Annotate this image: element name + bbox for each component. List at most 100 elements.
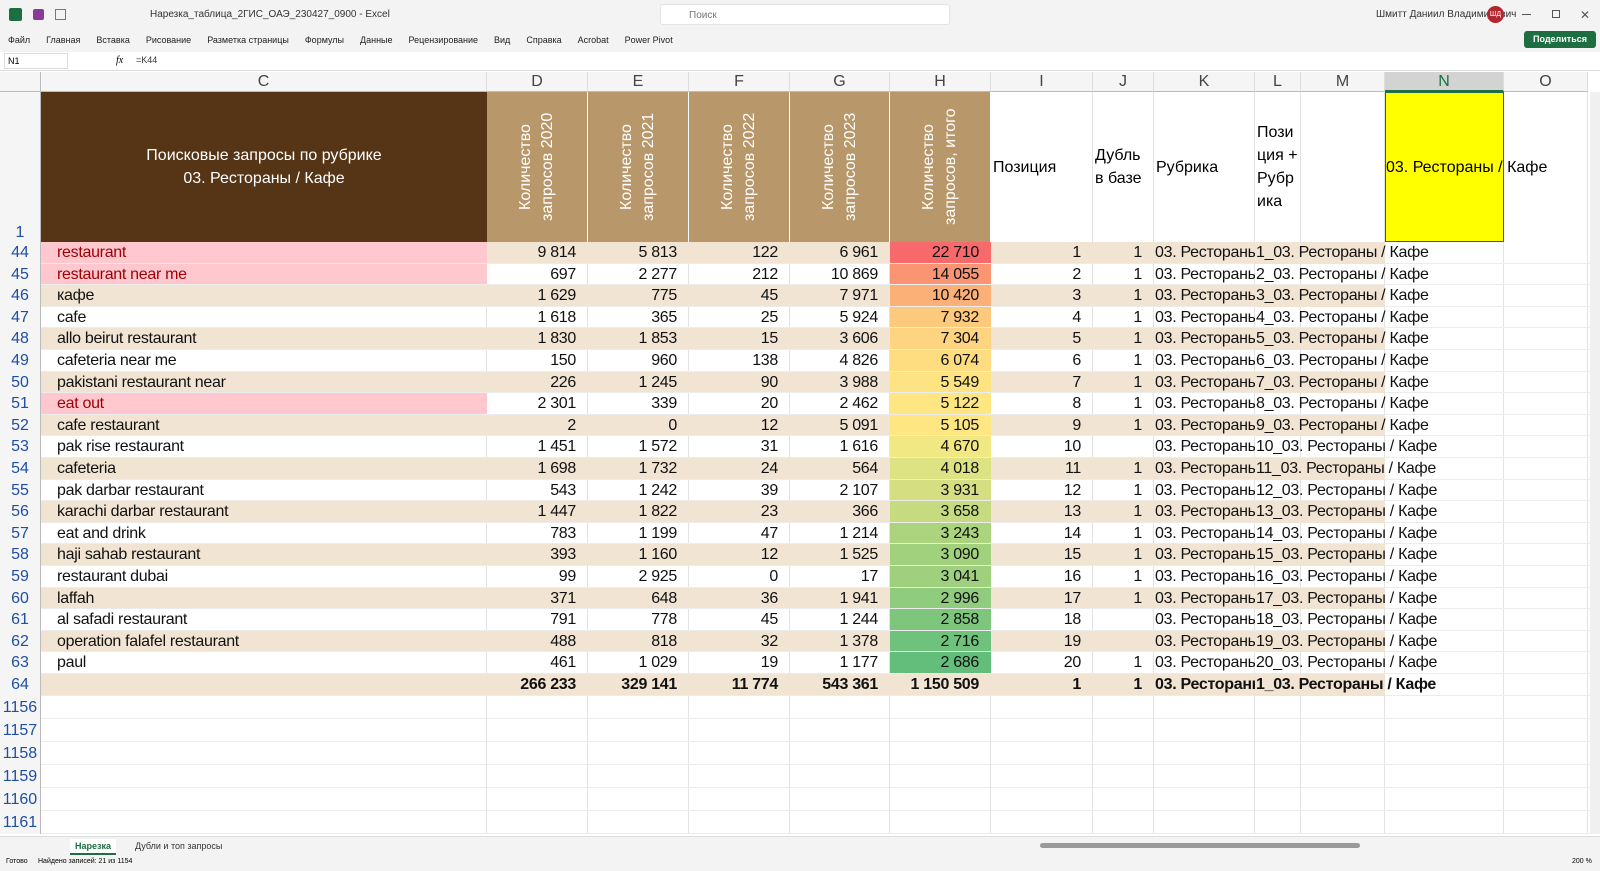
header-cell: Количество запросов 2022 — [689, 92, 790, 242]
row-header[interactable]: 1 — [0, 92, 41, 242]
cell: 266 233 — [487, 674, 588, 696]
row-header[interactable]: 1160 — [0, 787, 41, 811]
menu-item[interactable]: Вставка — [96, 35, 130, 45]
menu-item[interactable]: Формулы — [304, 35, 345, 45]
cell: 03. Рестораны / Кафе — [1155, 265, 1255, 283]
cell — [1093, 630, 1154, 653]
row-header[interactable]: 57 — [0, 522, 41, 545]
row-header[interactable]: 46 — [0, 285, 41, 307]
row-header[interactable]: 49 — [0, 350, 41, 372]
row-divider — [41, 413, 1590, 415]
cell: 212 — [752, 265, 778, 283]
row-header[interactable]: 47 — [0, 306, 41, 329]
cell: 9_03. Рестораны / Кафе — [1255, 414, 1429, 437]
row-header[interactable]: 55 — [0, 479, 41, 502]
row-header[interactable]: 50 — [0, 371, 41, 394]
column-header[interactable]: O — [1504, 72, 1588, 92]
cell: eat out — [41, 393, 487, 415]
column-header[interactable]: G — [790, 72, 890, 92]
row-header[interactable]: 54 — [0, 458, 41, 480]
row-header[interactable]: 64 — [0, 674, 41, 696]
row-divider — [41, 651, 1590, 653]
row-band — [1301, 328, 1385, 350]
column-header[interactable]: H — [890, 72, 991, 92]
cell: 3_03. Рестораны / Кафе — [1255, 285, 1429, 307]
cell: 11 — [991, 458, 1093, 480]
cell: 1 — [1133, 265, 1142, 283]
user-avatar[interactable]: ШД — [1487, 6, 1504, 23]
row-divider — [41, 694, 1590, 696]
column-header[interactable]: K — [1154, 72, 1255, 92]
cell: 36 — [689, 587, 790, 610]
menu-item[interactable]: Рисование — [145, 35, 192, 45]
column-header[interactable]: N — [1385, 72, 1504, 92]
cell: 1 — [1093, 501, 1154, 523]
cell: 10_03. Рестораны / Кафе — [1256, 438, 1438, 456]
row-header[interactable]: 45 — [0, 263, 41, 286]
row-header[interactable]: 1161 — [0, 810, 41, 834]
cell: 5 091 — [790, 414, 890, 437]
sheet-tab[interactable]: Нарезка — [70, 839, 116, 855]
column-header[interactable]: J — [1093, 72, 1154, 92]
column-header[interactable]: D — [487, 72, 588, 92]
row-divider — [41, 327, 1590, 329]
row-header[interactable]: 59 — [0, 566, 41, 588]
column-header[interactable]: E — [588, 72, 689, 92]
menu-item[interactable]: Вид — [494, 35, 511, 45]
cell: 1 — [1093, 328, 1154, 350]
row-header[interactable]: 48 — [0, 328, 41, 350]
row-header[interactable]: 52 — [0, 414, 41, 437]
row-header[interactable]: 44 — [0, 242, 41, 264]
row-divider — [41, 565, 1590, 566]
menu-item[interactable]: Справка — [526, 35, 562, 45]
row-header[interactable]: 63 — [0, 652, 41, 674]
menu-item[interactable]: Acrobat — [577, 35, 609, 45]
row-divider — [41, 543, 1590, 545]
row-divider — [41, 717, 1590, 719]
menu-item[interactable]: Разметка страницы — [207, 35, 289, 45]
vertical-scrollbar[interactable] — [1590, 92, 1600, 834]
cell: 1 029 — [638, 654, 677, 672]
row-band — [1301, 285, 1385, 307]
save-button[interactable] — [33, 9, 44, 20]
row-header[interactable]: 1156 — [0, 695, 41, 719]
status-bar: Готово Найдено записей: 21 из 1154 200 % — [0, 856, 1600, 871]
menu-item[interactable]: Рецензирование — [408, 35, 479, 45]
row-header[interactable]: 1158 — [0, 741, 41, 765]
search-box[interactable]: Поиск — [660, 4, 950, 25]
menu-item[interactable]: Power Pivot — [624, 35, 673, 45]
menu-item[interactable]: Главная — [46, 35, 81, 45]
column-header[interactable]: L — [1255, 72, 1301, 92]
cell: 2 — [1072, 265, 1081, 283]
row-divider — [41, 500, 1590, 502]
close-button[interactable]: ✕ — [1580, 8, 1591, 22]
column-header[interactable]: C — [41, 72, 487, 92]
column-header[interactable]: F — [689, 72, 790, 92]
menu-item[interactable]: Данные — [360, 35, 393, 45]
share-button[interactable]: Поделиться — [1524, 31, 1596, 48]
column-header[interactable]: I — [991, 72, 1093, 92]
row-header[interactable]: 1157 — [0, 718, 41, 742]
select-all[interactable] — [0, 72, 41, 92]
name-box[interactable]: N1 — [4, 53, 68, 69]
horizontal-scrollbar[interactable] — [1040, 843, 1360, 848]
cell: 03. Рестораны / Кафе — [1155, 568, 1255, 585]
row-header[interactable]: 58 — [0, 544, 41, 566]
row-header[interactable]: 61 — [0, 609, 41, 631]
toolbar-button[interactable] — [55, 9, 66, 20]
cell: 03. Рестораны / Кафе — [1154, 285, 1255, 307]
minimize-button[interactable] — [1522, 14, 1531, 15]
cell: 1_03. Рестораны / Кафе — [1255, 242, 1429, 264]
row-header[interactable]: 62 — [0, 630, 41, 653]
column-header[interactable]: M — [1301, 72, 1385, 92]
excel-icon — [9, 8, 22, 21]
cell: 12 — [689, 414, 790, 437]
row-header[interactable]: 51 — [0, 393, 41, 415]
row-header[interactable]: 60 — [0, 587, 41, 610]
sheet-tab[interactable]: Дубли и топ запросы — [135, 841, 223, 851]
row-header[interactable]: 53 — [0, 436, 41, 458]
maximize-button[interactable] — [1552, 10, 1560, 18]
row-header[interactable]: 56 — [0, 501, 41, 523]
menu-item[interactable]: Файл — [8, 35, 31, 45]
row-header[interactable]: 1159 — [0, 764, 41, 788]
